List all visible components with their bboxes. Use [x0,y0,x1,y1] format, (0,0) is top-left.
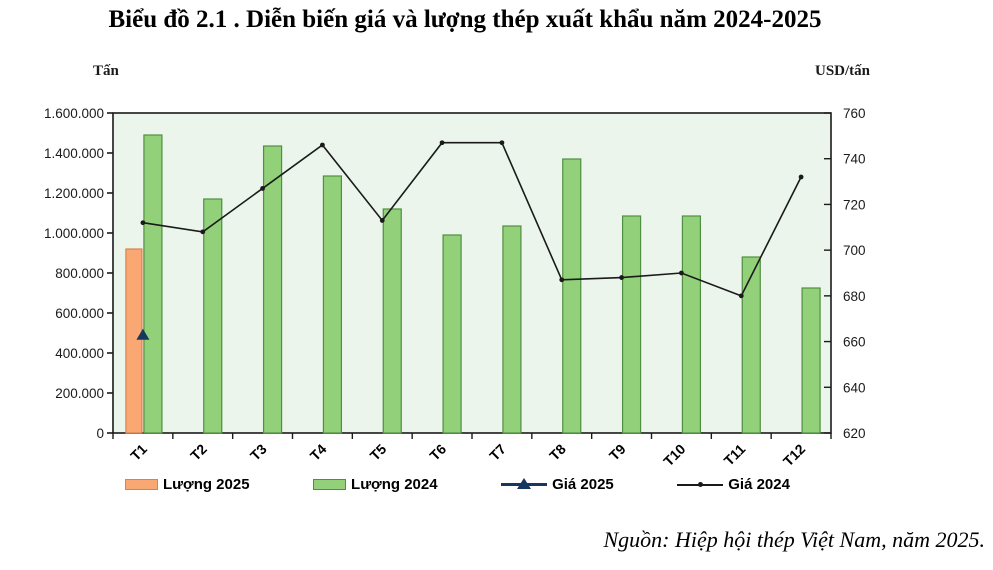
bar-luong-2024 [801,287,821,434]
svg-text:T3: T3 [247,441,270,464]
bar-luong-2024 [621,215,642,434]
left-axis-unit-label: Tấn [93,63,119,79]
svg-text:600.000: 600.000 [55,306,104,321]
combo-chart-plot: 1.600.000 1.400.000 1.200.000 1.000.000 800.… [44,106,866,470]
svg-text:T7: T7 [486,441,509,464]
svg-text:620: 620 [843,426,866,441]
bar-luong-2024 [502,225,522,434]
x-axis: T1 T2 T3 T4 T5 T6 T7 T8 T9 T10 T11 T12 [112,433,832,470]
bar-luong-2025 [125,248,143,434]
svg-text:800.000: 800.000 [55,266,104,281]
svg-text:T9: T9 [606,441,629,464]
svg-text:740: 740 [843,152,866,167]
svg-text:T10: T10 [660,441,689,470]
legend-label: Lượng 2025 [163,475,250,493]
svg-text:200.000: 200.000 [55,386,104,401]
legend-item-luong-2025: Lượng 2025 [125,476,250,493]
legend-label: Lượng 2024 [351,475,438,493]
bar-luong-2024 [203,198,223,434]
triangle-gia-2025 [136,328,150,340]
svg-text:1.200.000: 1.200.000 [44,186,104,201]
svg-text:T2: T2 [187,441,210,464]
source-note: Nguồn: Hiệp hội thép Việt Nam, năm 2025. [603,527,986,552]
svg-text:T1: T1 [127,441,150,464]
svg-text:T12: T12 [780,441,809,470]
svg-text:760: 760 [843,106,866,121]
bar-luong-2024 [442,234,462,434]
bar-luong-2024 [562,158,582,434]
svg-text:1.600.000: 1.600.000 [44,106,104,121]
svg-text:T8: T8 [546,441,569,464]
bar-luong-2024 [382,208,402,434]
svg-text:400.000: 400.000 [55,346,104,361]
bars-luong-2025 [125,248,143,434]
svg-text:T11: T11 [721,441,749,469]
bar-luong-2024 [741,256,761,434]
line-gia-2024-markers [140,140,804,299]
bar-luong-2024 [143,134,163,434]
green-bar-swatch-icon [313,478,347,490]
bars-luong-2024 [143,134,821,434]
svg-text:700: 700 [843,243,866,258]
right-axis: 760 740 720 700 680 660 640 620 [824,106,866,441]
legend-label: Giá 2025 [552,475,614,493]
legend-label: Giá 2024 [728,475,790,493]
bar-luong-2024 [681,215,702,434]
left-axis: 1.600.000 1.400.000 1.200.000 1.000.000 800.… [44,106,113,441]
svg-text:T4: T4 [307,441,330,464]
legend-item-gia-2025: Giá 2025 [501,476,614,493]
chart-title: Biểu đồ 2.1 . Diễn biến giá và lượng thé… [108,6,822,33]
bar-luong-2024 [262,145,283,434]
plot-area [112,112,832,434]
right-axis-unit-label: USD/tấn [815,63,871,79]
chart-legend: Lượng 2025 Lượng 2024 Giá 2025 Giá 2024 [125,472,790,496]
bar-luong-2024 [322,175,343,434]
svg-text:720: 720 [843,197,866,212]
svg-text:680: 680 [843,289,866,304]
svg-text:660: 660 [843,335,866,350]
svg-text:1.400.000: 1.400.000 [44,146,104,161]
svg-text:T5: T5 [367,441,390,464]
svg-text:640: 640 [843,380,866,395]
orange-bar-swatch-icon [125,478,158,490]
black-dot-line-swatch-icon [677,477,724,491]
legend-item-luong-2024: Lượng 2024 [313,476,438,493]
markers-gia-2025 [136,328,150,340]
line-gia-2024 [142,141,802,297]
svg-text:0: 0 [96,426,104,441]
legend-item-gia-2024: Giá 2024 [677,476,790,493]
navy-triangle-line-swatch-icon [501,477,548,491]
svg-text:1.000.000: 1.000.000 [44,226,104,241]
svg-text:T6: T6 [426,441,449,464]
